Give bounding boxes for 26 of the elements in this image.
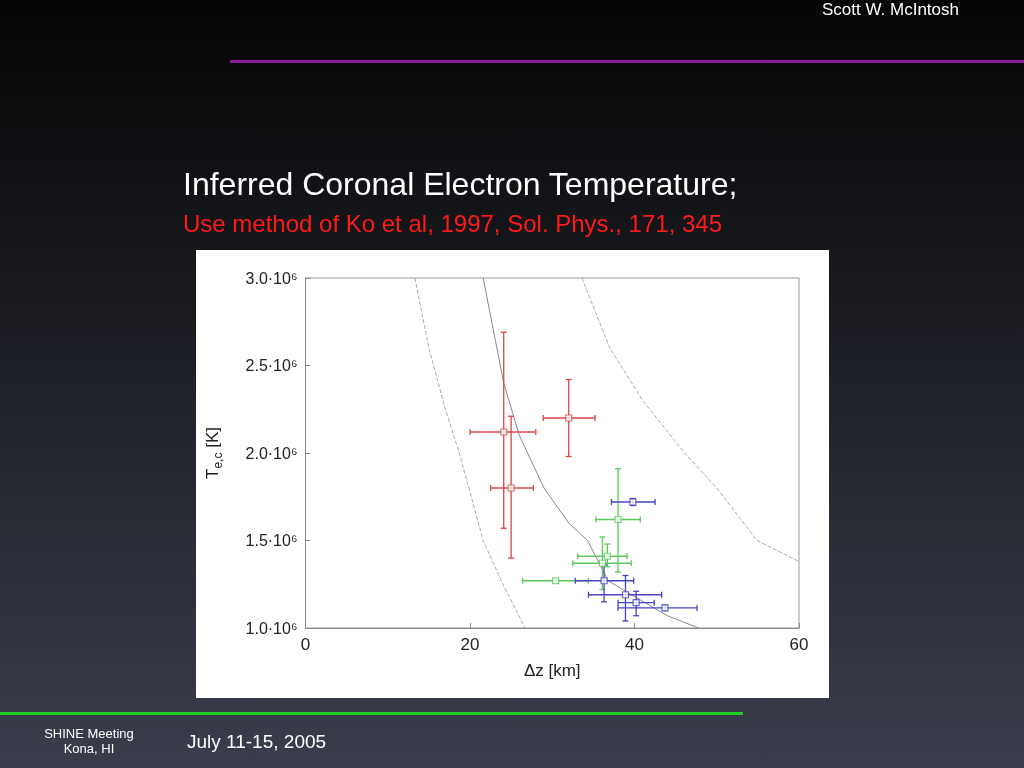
line-series — [414, 277, 526, 629]
text: SHINE Meeting Kona, HI — [43, 726, 135, 756]
chart-title: Inferred Coronal Electron Temperature; — [183, 166, 738, 203]
point — [500, 428, 508, 436]
x-axis-title: Δz [km] — [523, 661, 581, 680]
x-tick-label: 60 — [789, 635, 809, 654]
point — [507, 484, 515, 492]
chart-subtitle: Use method of Ko et al, 1997, Sol. Phys., 171, 345 — [183, 210, 723, 238]
x-tick-label: 20 — [460, 635, 480, 654]
text: July 11-15, 2005 — [187, 731, 327, 753]
x-tick-label: 0 — [300, 635, 311, 654]
y-axis-title: Te,c [K] — [203, 427, 225, 479]
y-tick-label: 2.5·10⁶ — [245, 357, 298, 374]
point — [600, 577, 608, 585]
y-tick-label: 1.5·10⁶ — [245, 532, 298, 549]
point — [614, 515, 622, 524]
point — [603, 552, 611, 560]
y-tick-label: 1.0·10⁶ — [245, 619, 298, 637]
point — [565, 414, 573, 422]
point — [632, 599, 640, 607]
x-tick-label: 40 — [625, 635, 644, 654]
line-series — [581, 277, 800, 562]
point — [621, 591, 630, 599]
text: Scott W. McIntosh — [822, 0, 959, 20]
y-tick-label: 3.0·10⁶ — [245, 269, 298, 287]
y-tick-label: 2.0·10⁶ — [245, 444, 298, 462]
